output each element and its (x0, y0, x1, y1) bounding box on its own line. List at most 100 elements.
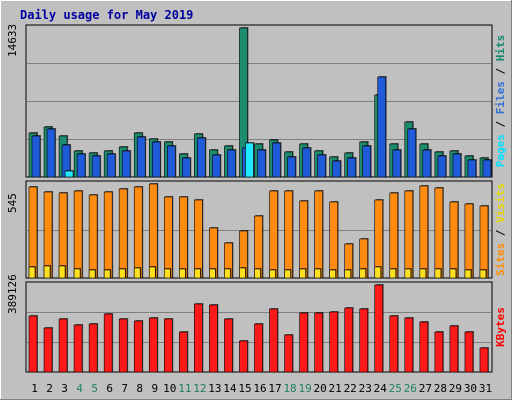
visits-sites-bar-visits (269, 190, 279, 279)
hits-files-pages-bar-files (317, 154, 327, 178)
hits-files-pages-bar-files (272, 142, 282, 178)
visits-sites-bar-sites (163, 268, 172, 279)
hits-files-pages-bar-files (106, 153, 117, 178)
visits-sites-bar-visits (299, 200, 309, 279)
x-tick-label: 25 (389, 382, 402, 395)
x-tick-label: 24 (374, 382, 388, 395)
x-tick-label: 30 (464, 382, 477, 395)
x-tick-label: 29 (449, 382, 462, 395)
visits-sites-bar-sites (194, 268, 202, 279)
kbytes-bar-kbytes (314, 312, 324, 373)
visits-sites-bar-sites (73, 268, 82, 279)
visits-sites-bar-sites (419, 268, 427, 279)
legend-entry: / (494, 114, 507, 134)
legend-entry: Sites (494, 243, 507, 276)
visits-sites-bar-sites (449, 268, 457, 279)
x-tick-label: 8 (136, 382, 143, 395)
hits-files-pages-bar-files (212, 154, 222, 178)
visits-sites-bar-visits (419, 185, 429, 279)
visits-sites-bar-visits (148, 183, 159, 279)
x-tick-label: 4 (76, 382, 83, 395)
kbytes-bar-kbytes (359, 308, 369, 373)
visits-sites-bar-visits (118, 188, 129, 279)
x-tick-label: 14 (223, 382, 237, 395)
hits-files-pages-bar-pages (64, 170, 75, 178)
hits-files-pages-bar-files (91, 155, 102, 178)
hits-files-pages-bar-files (257, 149, 267, 178)
hits-files-pages-bar-files (302, 147, 312, 178)
visits-sites-bar-visits (73, 190, 84, 279)
hits-files-pages-bar-files (151, 141, 162, 178)
legend-entry: / (494, 61, 507, 81)
hits-files-pages-ymax-label: 14633 (6, 24, 19, 57)
x-tick-label: 18 (283, 382, 296, 395)
kbytes-bar-kbytes (389, 315, 399, 373)
visits-sites-bar-sites (479, 269, 487, 279)
visits-sites-bar-sites (43, 265, 52, 279)
hits-files-pages-bar-files (46, 128, 57, 178)
hits-files-pages-bar-files (407, 128, 417, 178)
visits-sites-bar-sites (148, 266, 157, 279)
legend-entry: Visits (494, 183, 507, 223)
visits-sites-bar-sites (254, 268, 262, 279)
visits-sites-bar-visits (103, 191, 114, 279)
hits-files-pages-bar-files (76, 153, 87, 178)
kbytes-bar-kbytes (299, 312, 309, 373)
visits-sites-bar-visits (389, 192, 399, 279)
visits-sites-bar-sites (344, 269, 352, 279)
x-tick-label: 17 (268, 382, 281, 395)
hits-files-pages-bar-files (467, 159, 477, 178)
hits-files-pages-bar-files (121, 150, 132, 178)
kbytes-bar-kbytes (254, 323, 264, 373)
visits-sites-bar-sites (269, 269, 277, 279)
visits-sites-bar-sites (374, 266, 382, 279)
visits-sites-bar-visits (179, 196, 189, 279)
hits-files-pages-bar-files (197, 137, 207, 178)
kbytes-bar-kbytes (224, 318, 234, 373)
kbytes-bar-kbytes (43, 327, 54, 373)
visits-sites-bar-visits (88, 194, 99, 279)
kbytes-bar-kbytes (239, 340, 249, 373)
x-tick-label: 9 (151, 382, 158, 395)
kbytes-bar-kbytes (269, 308, 279, 373)
x-tick-label: 27 (419, 382, 432, 395)
visits-sites-bar-visits (329, 201, 339, 279)
kbytes-legend: KBytes (494, 307, 507, 347)
visits-sites-bar-visits (28, 186, 38, 279)
visits-sites-bar-visits (479, 205, 489, 279)
visits-sites-bar-visits (43, 191, 54, 279)
x-tick-label: 13 (208, 382, 221, 395)
visits-sites-legend: Sites / Visits (494, 183, 507, 276)
visits-sites-bar-sites (359, 268, 367, 279)
x-tick-label: 3 (61, 382, 68, 395)
kbytes-bar-kbytes (179, 331, 189, 373)
hits-files-pages-bar-files (166, 145, 177, 178)
kbytes-bar-kbytes (118, 318, 129, 373)
hits-files-pages-bar-files (287, 156, 297, 178)
x-tick-label: 20 (314, 382, 327, 395)
x-tick-label: 21 (329, 382, 342, 395)
hits-files-pages-bar-files (31, 135, 41, 178)
x-tick-label: 22 (344, 382, 357, 395)
x-tick-label: 1 (31, 382, 38, 395)
visits-sites-bar-sites (389, 268, 397, 279)
hits-files-pages-bar-files (136, 136, 147, 178)
hits-files-pages-bar-files (377, 76, 387, 178)
legend-entry: Hits (494, 35, 507, 62)
x-tick-label: 2 (46, 382, 53, 395)
visits-sites-bar-sites (329, 269, 337, 279)
kbytes-bar-kbytes (73, 324, 84, 373)
hits-files-pages-bar-files (392, 149, 402, 178)
kbytes-bar-kbytes (28, 315, 38, 373)
hits-files-pages-bar-files (362, 145, 372, 178)
x-tick-label: 12 (193, 382, 206, 395)
plot-layer: 14633 Pages / Files / Hits 545 Sites / Visi… (6, 24, 507, 373)
visits-sites-bar-sites (434, 268, 442, 279)
x-tick-label: 10 (163, 382, 176, 395)
kbytes-bar-kbytes (374, 284, 384, 373)
kbytes-bar-kbytes (434, 331, 444, 373)
visits-sites-bar-visits (449, 201, 459, 279)
kbytes-bar-kbytes (103, 313, 114, 373)
visits-sites-bar-visits (404, 190, 414, 279)
